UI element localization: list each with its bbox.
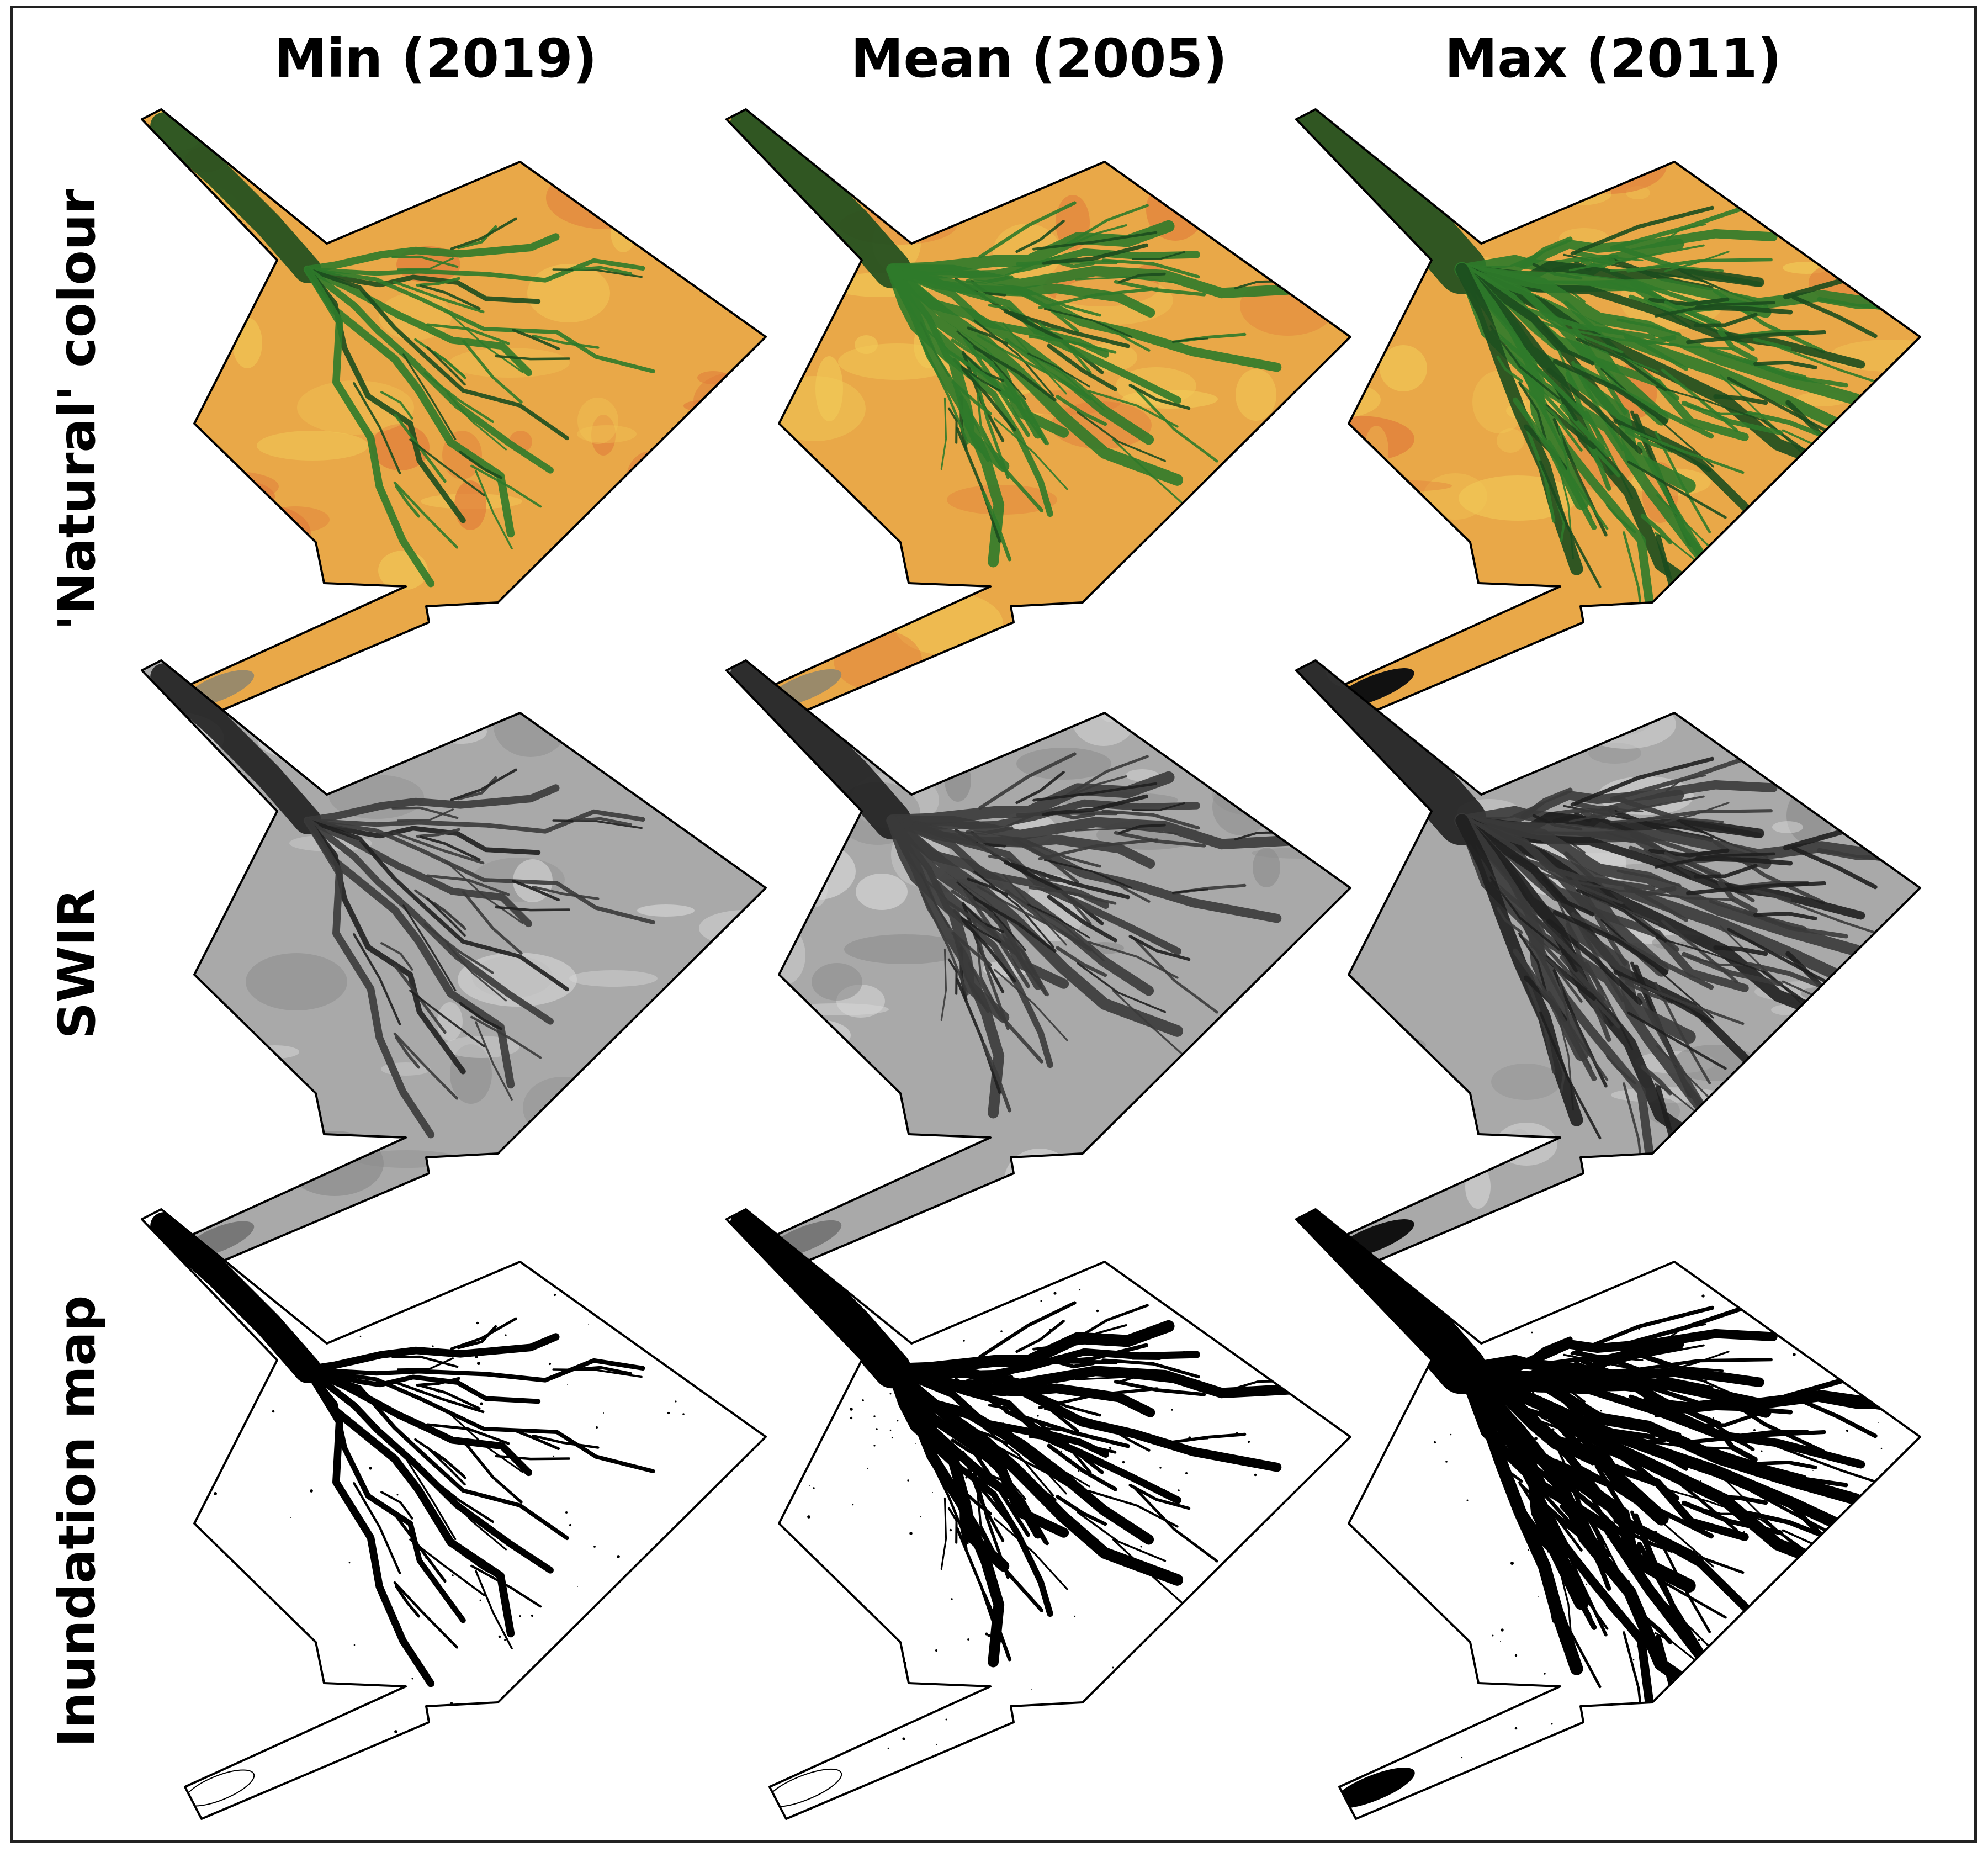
study-area-outline xyxy=(1295,659,1921,1271)
map-panel-swir-0 xyxy=(141,659,767,1271)
column-title-min: Min (2019) xyxy=(274,28,597,89)
study-area-outline xyxy=(725,1208,1351,1820)
study-area-outline xyxy=(725,108,1351,720)
map-panel-swir-2 xyxy=(1295,659,1921,1271)
map-panel-inundation-0 xyxy=(141,1208,767,1820)
study-area-outline xyxy=(141,1208,767,1820)
column-title-mean: Mean (2005) xyxy=(850,28,1228,89)
study-area-outline xyxy=(725,659,1351,1271)
study-area-outline xyxy=(141,108,767,720)
column-title-max: Max (2011) xyxy=(1444,28,1782,89)
map-panel-natural-0 xyxy=(141,108,767,720)
map-panel-inundation-1 xyxy=(725,1208,1351,1820)
study-area-outline xyxy=(1295,1208,1921,1820)
study-area-outline xyxy=(141,659,767,1271)
study-area-outline xyxy=(1295,108,1921,720)
map-panel-inundation-2 xyxy=(1295,1208,1921,1820)
map-panel-natural-1 xyxy=(725,108,1351,720)
map-panel-natural-2 xyxy=(1295,108,1921,720)
map-panel-swir-1 xyxy=(725,659,1351,1271)
